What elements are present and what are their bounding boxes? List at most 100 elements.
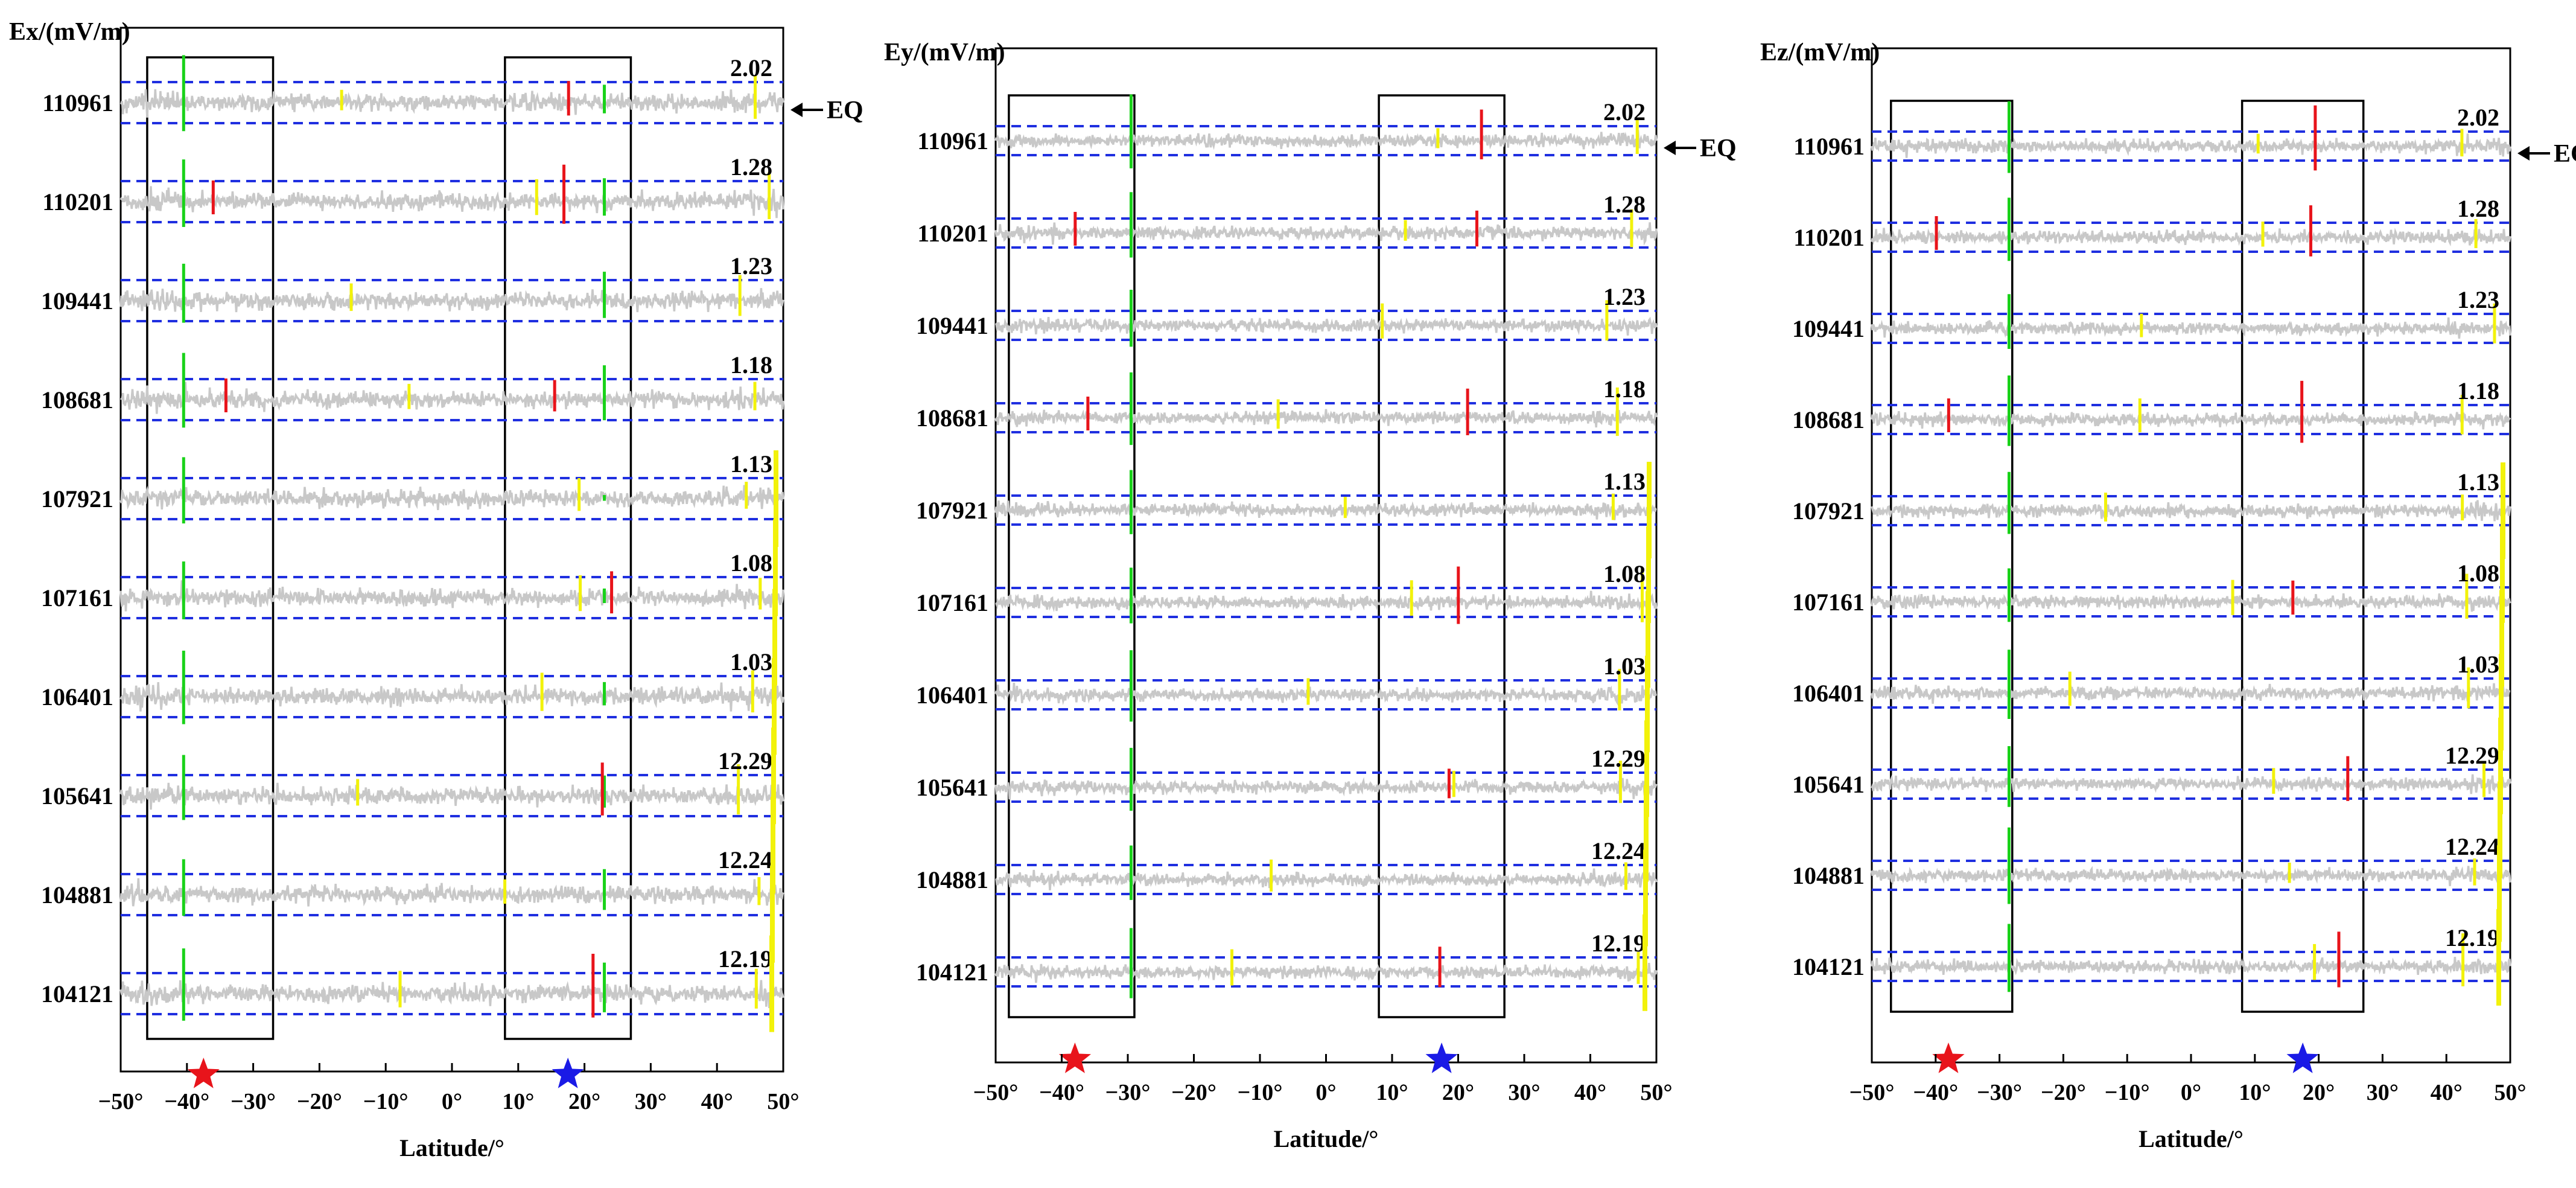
red-star-marker (1058, 1043, 1091, 1073)
orbit-label: 104121 (41, 980, 113, 1008)
x-tick-label: −30° (231, 1089, 276, 1114)
anomaly-box-2 (504, 56, 632, 1040)
orbit-row: 109441 1.23 (916, 283, 1658, 347)
x-tick-label: 50° (2494, 1080, 2526, 1105)
date-label: 12.29 (718, 747, 772, 774)
orbit-row: 105641 12.29 (1792, 742, 2511, 807)
orbit-trace (119, 580, 784, 612)
orbit-label: 105641 (41, 782, 113, 810)
date-label: 1.03 (1603, 653, 1646, 680)
date-label: 1.18 (730, 351, 772, 378)
x-tick-label: −30° (1105, 1080, 1151, 1105)
orbit-row: 106401 1.03 (41, 648, 784, 724)
orbit-trace (1871, 957, 2511, 976)
x-tick-label: −50° (973, 1080, 1019, 1105)
orbit-row: 104121 12.19 (41, 945, 784, 1021)
orbit-label: 107921 (916, 497, 988, 524)
orbit-label: 104881 (41, 881, 113, 909)
orbit-label: 109441 (916, 312, 988, 339)
orbit-trace (1871, 683, 2510, 704)
x-tick-label: 0° (1315, 1080, 1336, 1105)
orbit-label: 107921 (1792, 497, 1865, 525)
x-tick-label: 20° (568, 1089, 600, 1114)
date-label: 2.02 (730, 54, 772, 81)
orbit-trace (119, 89, 784, 118)
date-label: 1.03 (2457, 651, 2499, 678)
x-tick-label: 0° (2181, 1080, 2201, 1105)
orbit-trace (1871, 228, 2511, 248)
orbit-trace (1871, 774, 2511, 794)
date-label: 12.19 (1591, 930, 1646, 957)
x-tick-label: 10° (2239, 1080, 2271, 1105)
x-tick-label: −40° (1913, 1080, 1958, 1105)
plot-frame (994, 47, 1658, 1064)
panel-ez: Ez/(mV/m)1109612.021102011.281094411.231… (1760, 39, 2576, 1152)
date-label: 1.18 (2457, 377, 2499, 404)
orbit-row: 104881 12.24 (916, 837, 1658, 900)
x-tick-label: −50° (98, 1089, 144, 1114)
orbit-trace (994, 222, 1658, 246)
orbit-trace (994, 682, 1658, 706)
panel-ey: Ey/(mV/m)1109612.021102011.281094411.231… (884, 39, 1737, 1152)
x-tick-label: −20° (2041, 1080, 2086, 1105)
orbit-label: 107161 (1792, 589, 1865, 616)
anomaly-box-1 (146, 56, 275, 1040)
x-tick-label: −10° (363, 1089, 409, 1114)
orbit-label: 109441 (1792, 315, 1865, 342)
date-label: 12.24 (1591, 837, 1646, 864)
orbit-label: 108681 (41, 386, 113, 414)
orbit-trace (119, 288, 784, 313)
y-axis-label: Ex/(mV/m) (9, 18, 130, 46)
orbit-trace (1871, 411, 2511, 430)
anomaly-box-1 (1889, 100, 2014, 1013)
orbit-trace (119, 878, 784, 907)
orbit-row: 108681 1.18 (41, 351, 784, 428)
date-label: 12.24 (2445, 833, 2499, 860)
orbit-row: 104121 12.19 (916, 928, 1658, 998)
x-tick-label: −20° (1171, 1080, 1216, 1105)
orbit-label: 104881 (1792, 862, 1865, 889)
date-label: 12.24 (718, 846, 772, 873)
date-label: 1.23 (730, 252, 772, 279)
orbit-label: 106401 (916, 682, 988, 709)
orbit-label: 105641 (1792, 771, 1865, 798)
date-label: 1.18 (1603, 375, 1646, 403)
x-tick-label: −20° (297, 1089, 342, 1114)
orbit-label: 110961 (917, 127, 988, 155)
orbit-row: 107921 1.13 (41, 450, 784, 524)
x-tick-label: 20° (1442, 1080, 1474, 1105)
orbit-row: 110961 2.02 (917, 94, 1658, 168)
date-label: 12.29 (2445, 742, 2499, 769)
x-tick-label: −50° (1849, 1080, 1895, 1105)
x-tick-label: 30° (2367, 1080, 2399, 1105)
date-label: 12.29 (1591, 745, 1646, 772)
orbit-trace (119, 682, 784, 712)
date-label: 12.19 (2445, 924, 2499, 951)
orbit-row: 106401 1.03 (1792, 650, 2510, 720)
orbit-trace (994, 962, 1658, 983)
date-label: 1.23 (2457, 286, 2499, 313)
orbit-trace (1871, 866, 2511, 887)
orbit-row: 107921 1.13 (1792, 468, 2511, 534)
orbit-row: 104121 12.19 (1792, 924, 2511, 992)
date-label: 1.28 (1603, 191, 1646, 218)
eq-label: EQ (1700, 135, 1737, 162)
x-tick-label: 50° (767, 1089, 799, 1114)
x-tick-label: −30° (1977, 1080, 2022, 1105)
date-label: 1.28 (2457, 195, 2499, 222)
orbit-trace (119, 782, 784, 810)
x-tick-label: 30° (1508, 1080, 1540, 1105)
orbit-row: 106401 1.03 (916, 650, 1658, 722)
x-tick-label: 40° (2431, 1080, 2463, 1105)
x-tick-label: −10° (1238, 1080, 1283, 1105)
date-label: 1.13 (730, 450, 772, 477)
orbit-trace (1871, 593, 2511, 612)
eq-label: EQ (2554, 140, 2576, 168)
orbit-trace (119, 980, 784, 1009)
eq-arrow-head (1664, 141, 1676, 155)
orbit-label: 110201 (917, 220, 988, 247)
orbit-label: 108681 (1792, 406, 1865, 433)
orbit-label: 104121 (916, 959, 988, 986)
date-label: 1.13 (1603, 468, 1646, 495)
orbit-label: 110201 (1793, 224, 1865, 251)
